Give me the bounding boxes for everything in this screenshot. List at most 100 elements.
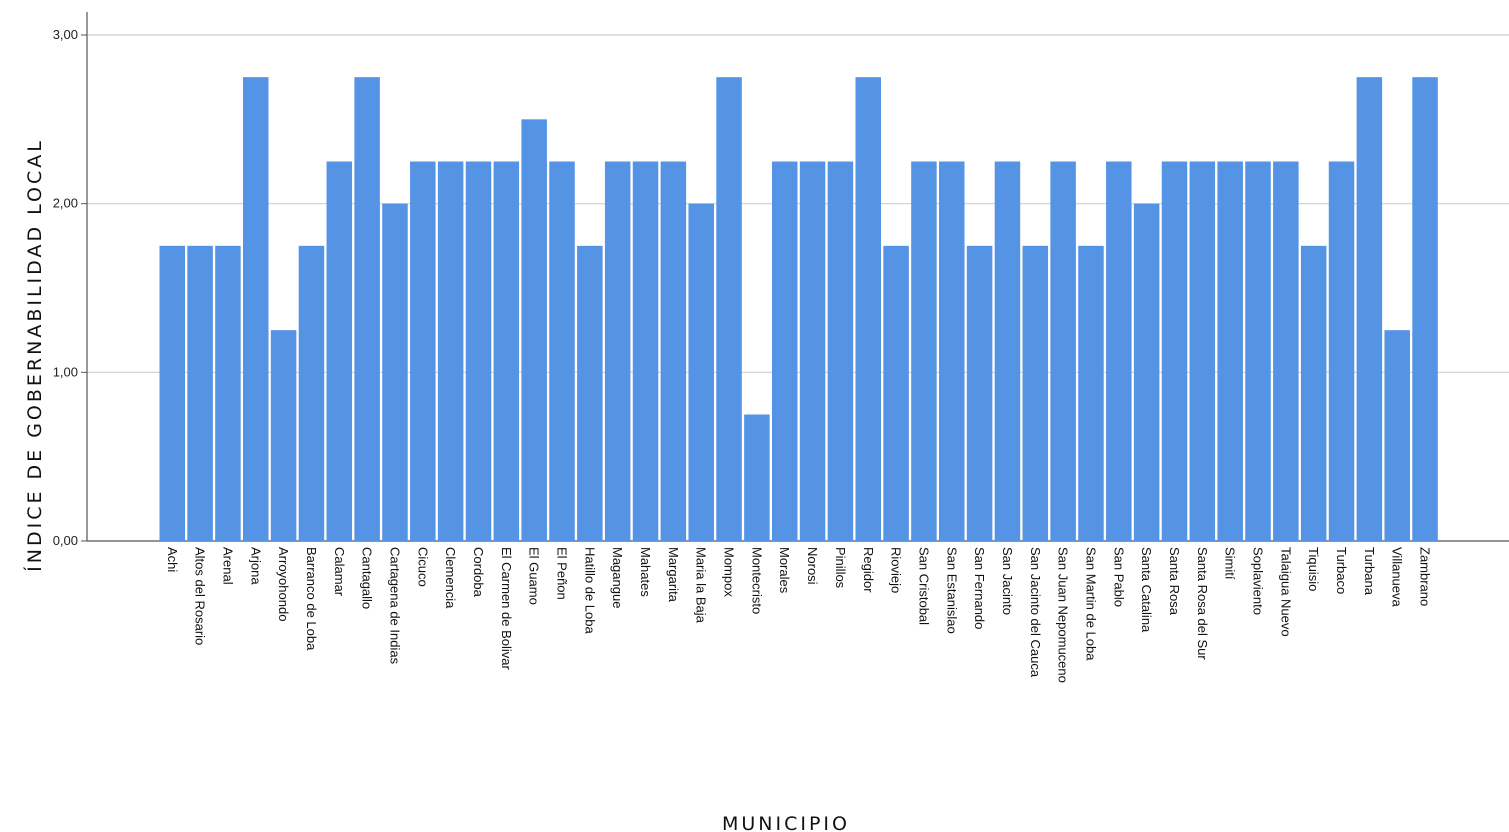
bar [1273, 161, 1299, 541]
x-tick-label: Margarita [666, 547, 681, 603]
x-tick-label: Magangue [610, 547, 625, 608]
bar [660, 161, 687, 541]
bar [1022, 245, 1049, 542]
x-tick-label: Turbana [1362, 547, 1377, 596]
bar [1217, 161, 1243, 541]
y-axis-title: ÍNDICE DE GOBERNABILIDAD LOCAL [23, 138, 46, 572]
bar [187, 245, 213, 542]
bar [410, 161, 436, 541]
bar [827, 161, 854, 541]
y-ticks: 0,00 1,00 2,00 3,00 [53, 27, 87, 548]
x-tick-label: San Pablo [1111, 547, 1126, 607]
bar [632, 161, 659, 541]
bar [1161, 161, 1188, 541]
x-tick-label: Cartagena de Indias [387, 547, 402, 665]
y-tick-label: 0,00 [53, 533, 78, 548]
x-tick-label: Clemencia [443, 547, 458, 609]
bar [994, 161, 1021, 541]
bar [1384, 330, 1410, 541]
x-tick-label: Zambrano [1418, 547, 1433, 606]
x-tick-label: Cantagallo [360, 547, 375, 609]
y-tick-label: 3,00 [53, 27, 78, 42]
bar [1328, 161, 1355, 541]
bar [1106, 161, 1132, 541]
bar [493, 161, 520, 541]
x-tick-label: Santa Catalina [1139, 547, 1154, 633]
x-tick-label: Calamar [332, 547, 347, 597]
x-tick-label: Santa Rosa del Sur [1195, 547, 1210, 660]
x-tick-label: Arjona [248, 547, 263, 585]
bar [1078, 245, 1104, 542]
x-tick-label: San Estanislao [944, 547, 959, 634]
x-tick-label: Soplaviento [1251, 547, 1266, 615]
bar [604, 161, 631, 541]
x-tick-label: Simití [1223, 547, 1238, 580]
bar [1245, 161, 1271, 541]
bars [159, 77, 1438, 542]
bar [437, 161, 464, 541]
x-tick-label: San Martin de Loba [1083, 547, 1098, 661]
bar [326, 161, 353, 541]
x-tick-label: San Juan Nepomuceno [1056, 547, 1071, 683]
bar [939, 161, 965, 541]
bar [688, 203, 714, 541]
x-tick-label: Morales [777, 547, 792, 594]
x-tick-label: San Jacinto del Cauca [1028, 547, 1043, 678]
y-tick-label: 1,00 [53, 364, 78, 379]
x-tick-label: Rioviejo [889, 547, 904, 593]
bar [966, 245, 993, 542]
bar [911, 161, 937, 541]
x-axis-title: MUNICIPIO [722, 813, 850, 832]
bar [883, 245, 909, 542]
x-tick-label: Tiquisio [1306, 547, 1321, 591]
x-tick-label: Santa Rosa [1167, 547, 1182, 616]
bar [855, 77, 881, 542]
x-tick-label: Maria la Baja [694, 547, 709, 624]
x-tick-label: Mompox [722, 547, 737, 597]
bar [549, 161, 575, 541]
bar [270, 330, 297, 541]
bar [354, 77, 380, 542]
bar [159, 245, 185, 542]
bar [243, 77, 269, 542]
x-ticks: Achi Altos del Rosario Arenal Arjona Arroyoh… [165, 547, 1433, 683]
x-tick-label: Turbaco [1334, 547, 1349, 594]
x-tick-label: Talaigua Nuevo [1278, 547, 1293, 637]
bar [1050, 161, 1076, 541]
x-tick-label: El Peñon [555, 547, 570, 600]
x-tick-label: San Cristobal [916, 547, 931, 625]
bar [521, 119, 547, 541]
x-tick-label: Arroyohondo [276, 547, 291, 621]
x-tick-label: Altos del Rosario [193, 547, 208, 645]
x-tick-label: Montecristo [749, 547, 764, 614]
bar [799, 161, 826, 541]
x-tick-label: Norosi [805, 547, 820, 585]
x-tick-label: Arenal [220, 547, 235, 585]
bar [382, 203, 408, 541]
bar [771, 161, 798, 541]
y-tick-label: 2,00 [53, 196, 78, 211]
bar [1356, 77, 1383, 542]
bar [1412, 77, 1438, 542]
x-tick-label: San Jacinto [1000, 547, 1015, 615]
bar [744, 414, 770, 541]
bar [1300, 245, 1327, 542]
x-tick-label: Achi [165, 547, 180, 572]
x-tick-label: Mahates [638, 547, 653, 597]
bar [1133, 203, 1160, 541]
bar [1189, 161, 1216, 541]
x-tick-label: Villanueva [1390, 547, 1405, 608]
x-tick-label: Cicuco [415, 547, 430, 587]
bar [298, 245, 325, 542]
x-tick-label: El Guamo [527, 547, 542, 605]
x-tick-label: Hatillo de Loba [582, 547, 597, 634]
bar [716, 77, 742, 542]
x-tick-label: Barranco de Loba [304, 547, 319, 651]
x-tick-label: San Fernando [972, 547, 987, 629]
bar [465, 161, 492, 541]
x-tick-label: Regidor [861, 547, 876, 593]
bar [577, 245, 603, 542]
bar [215, 245, 241, 542]
x-tick-label: Cordoba [471, 547, 486, 598]
